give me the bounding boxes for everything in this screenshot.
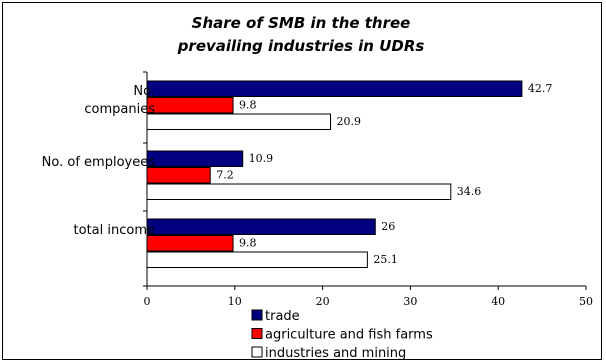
x-tick-label: 50 bbox=[579, 295, 593, 308]
x-tick-label: 40 bbox=[491, 295, 505, 308]
legend-swatch bbox=[251, 328, 263, 339]
category-label: No. bbox=[133, 84, 155, 99]
x-tick-label: 30 bbox=[403, 295, 417, 308]
legend-label: trade bbox=[265, 309, 300, 324]
data-label: 34.6 bbox=[457, 185, 482, 198]
legend: trade agriculture and fish farms industrie… bbox=[251, 309, 433, 361]
bar-chart: Share of SMB in the three prevailing ind… bbox=[42, 14, 593, 361]
bar-agriculture-and-fish-farms-1 bbox=[146, 167, 211, 184]
chart-title-line-2: prevailing industries in UDRs bbox=[177, 37, 425, 55]
chart-title-line-1: Share of SMB in the three bbox=[192, 14, 411, 32]
legend-swatch bbox=[251, 346, 263, 358]
chart-frame: Share of SMB in the three prevailing ind… bbox=[2, 2, 602, 361]
data-label: 9.8 bbox=[239, 237, 257, 250]
data-label: 42.7 bbox=[528, 82, 553, 95]
x-tick-label: 20 bbox=[316, 295, 330, 308]
category-label: No. of employees bbox=[42, 155, 156, 170]
data-label: 7.2 bbox=[216, 169, 234, 182]
x-tick-label: 0 bbox=[144, 295, 151, 308]
data-label: 26 bbox=[381, 220, 395, 233]
bar-industries-and-mining-0 bbox=[146, 113, 332, 130]
bar-trade-2 bbox=[146, 218, 376, 235]
bar-industries-and-mining-2 bbox=[146, 251, 368, 268]
legend-label: agriculture and fish farms bbox=[265, 328, 433, 343]
data-label: 20.9 bbox=[337, 115, 362, 128]
category-label: companies bbox=[84, 102, 155, 117]
bar-agriculture-and-fish-farms-0 bbox=[146, 97, 234, 114]
bar-trade-0 bbox=[146, 80, 523, 97]
data-label: 10.9 bbox=[249, 152, 274, 165]
bar-industries-and-mining-1 bbox=[146, 183, 452, 200]
data-label: 25.1 bbox=[373, 253, 398, 266]
legend-swatch bbox=[251, 309, 263, 321]
x-tick-label: 10 bbox=[228, 295, 242, 308]
plot-area: 0 10 20 30 40 50 42.7 9.8 20.9 No. companies 10.9 7.… bbox=[42, 71, 593, 308]
data-label: 9.8 bbox=[239, 99, 257, 112]
bar-trade-1 bbox=[146, 150, 244, 167]
category-label: total income bbox=[74, 223, 155, 238]
legend-label: industries and mining bbox=[265, 346, 406, 361]
bar-agriculture-and-fish-farms-2 bbox=[146, 235, 234, 252]
